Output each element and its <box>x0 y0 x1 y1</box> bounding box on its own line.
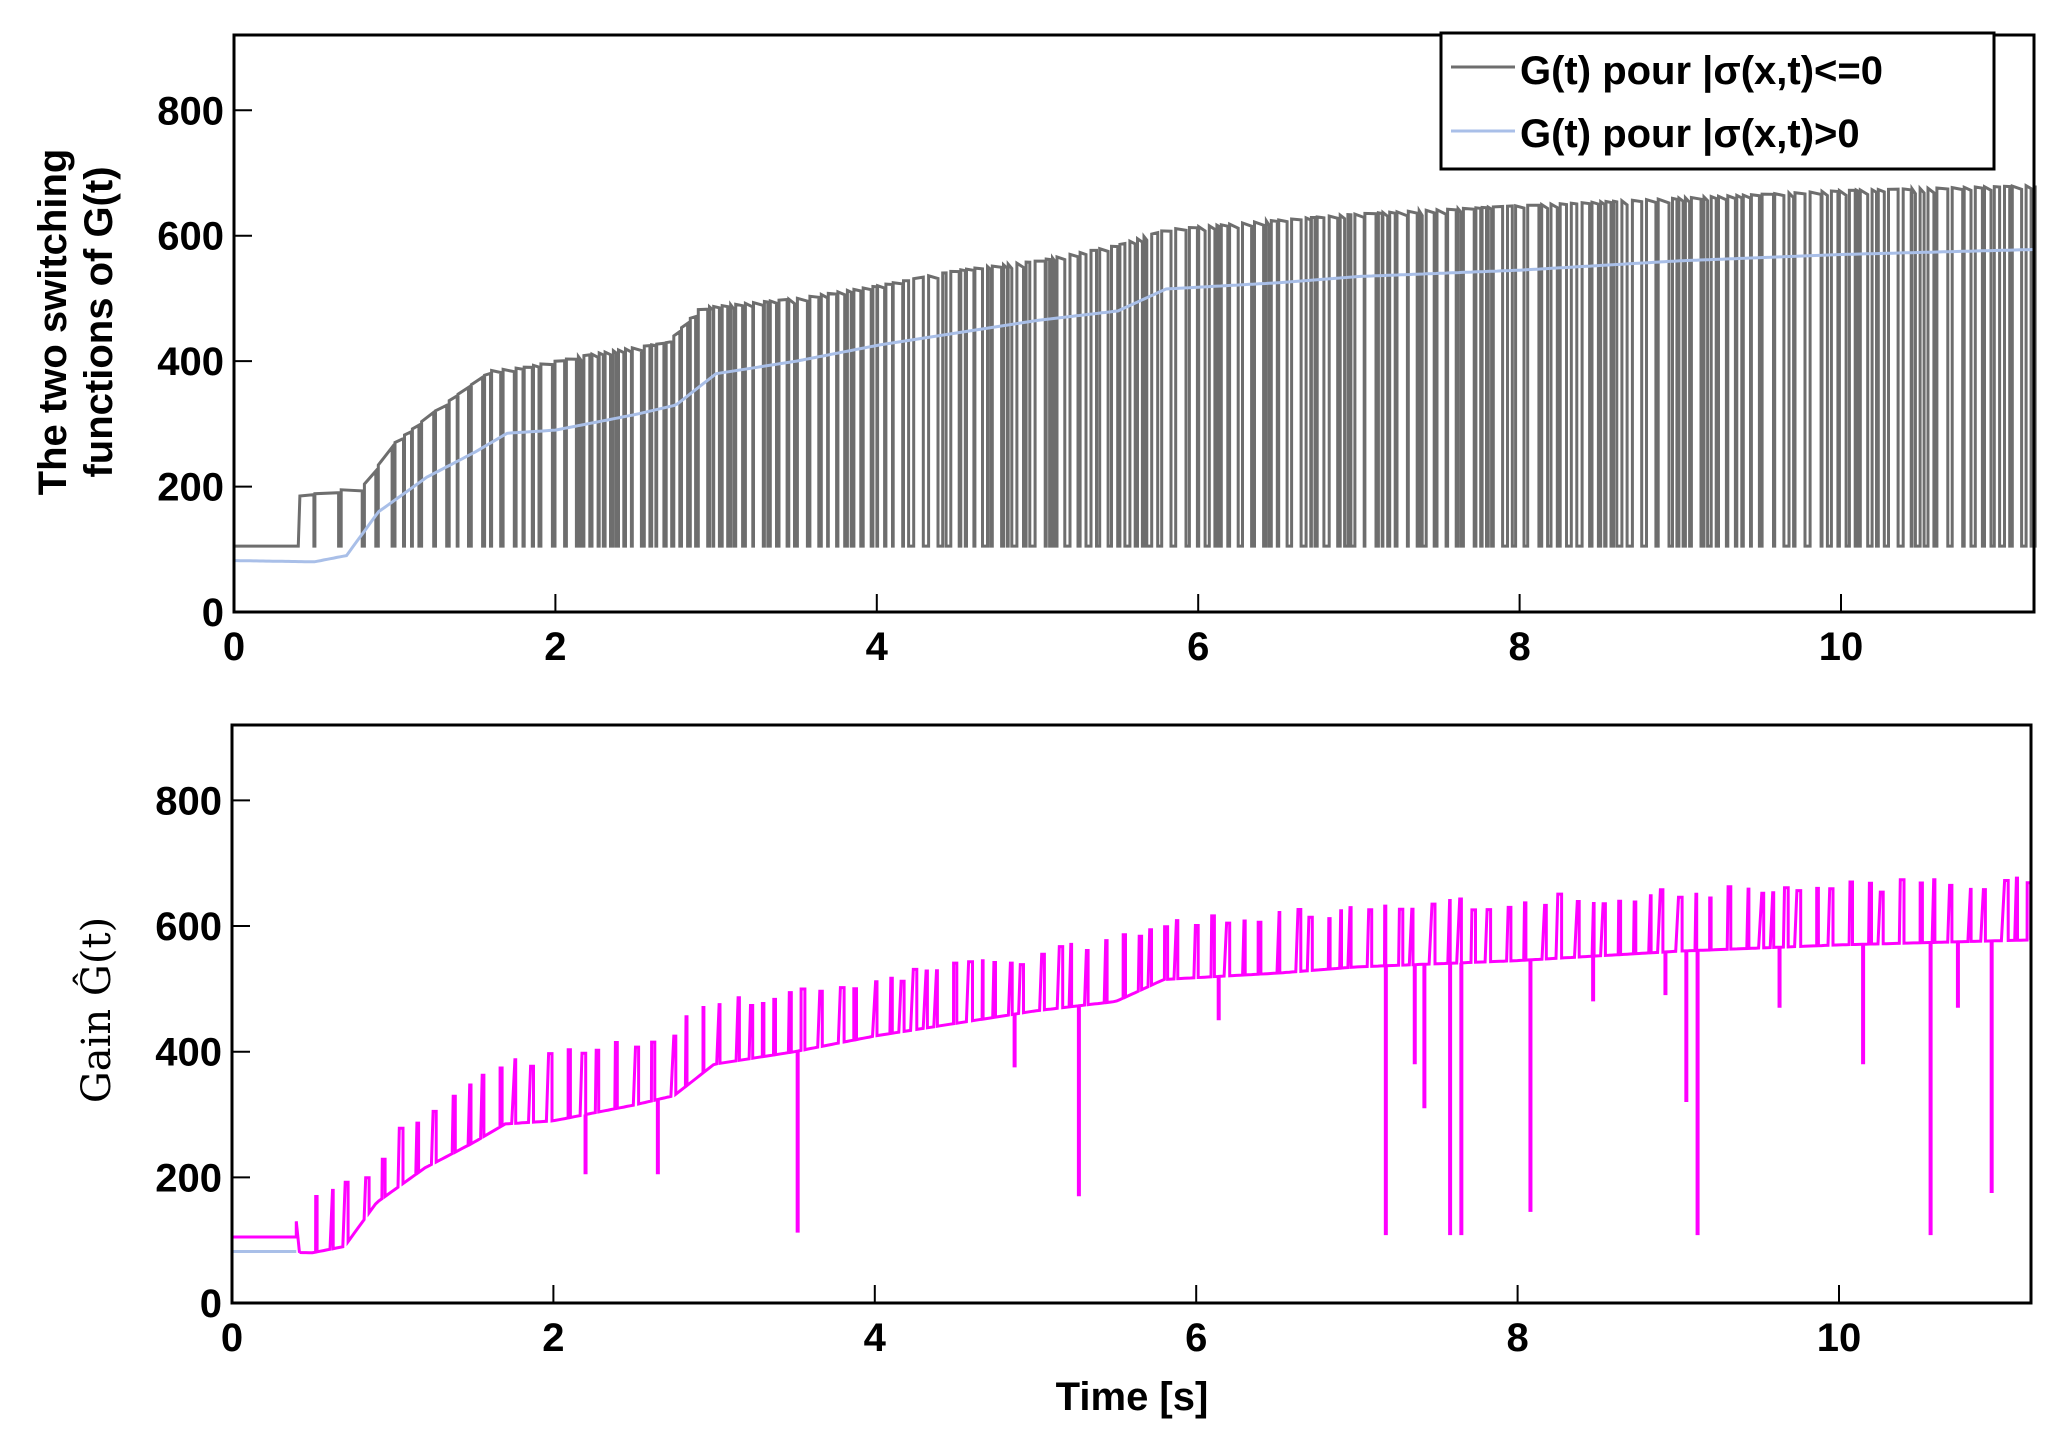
y-tick-label: 0 <box>200 1282 222 1326</box>
x-tick-label: 8 <box>1508 625 1530 669</box>
top-plot-area <box>234 183 2037 564</box>
x-tick-label: 10 <box>1817 1316 1862 1360</box>
series-gain-magenta <box>232 876 2033 1255</box>
x-tick-label: 6 <box>1185 1316 1207 1360</box>
y-tick-label: 600 <box>155 905 222 949</box>
top-ylabel-line-2: functions of G(t) <box>77 166 121 477</box>
series-gray-switching <box>234 183 2037 548</box>
bottom-axes-frame <box>230 723 2033 1305</box>
top-panel: 0 2 4 6 8 10 0 200 400 600 800 The two switching f… <box>31 31 2037 669</box>
legend-box <box>1439 31 1996 171</box>
y-tick-label: 800 <box>155 779 222 823</box>
y-tick-label: 0 <box>202 591 224 635</box>
x-tick-label: 4 <box>864 1316 887 1360</box>
series-blue-line <box>234 248 2034 564</box>
x-tick-label: 6 <box>1187 625 1209 669</box>
top-ylabel-line-1: The two switching <box>31 149 75 496</box>
top-ticks: 0 2 4 6 8 10 0 200 400 600 800 <box>157 89 1863 669</box>
y-tick-label: 200 <box>155 1156 222 1200</box>
x-tick-label: 2 <box>542 1316 564 1360</box>
bottom-ticks: 0 2 4 6 8 10 0 200 400 600 800 <box>155 779 1861 1360</box>
bottom-panel: 0 2 4 6 8 10 0 200 400 600 800 Gain Ĝ(t) Time [s] <box>73 723 2033 1419</box>
bottom-xlabel: Time [s] <box>1056 1375 1209 1419</box>
x-tick-label: 0 <box>221 1316 243 1360</box>
legend-label-1: G(t) pour |σ(x,t)<=0 <box>1520 49 1883 93</box>
x-tick-label: 2 <box>544 625 566 669</box>
x-tick-label: 8 <box>1506 1316 1528 1360</box>
y-tick-label: 800 <box>157 89 224 133</box>
x-tick-label: 4 <box>866 625 889 669</box>
bottom-plot-area <box>232 876 2033 1255</box>
legend: G(t) pour |σ(x,t)<=0 G(t) pour |σ(x,t)>0 <box>1439 31 1996 171</box>
y-tick-label: 200 <box>157 466 224 510</box>
x-tick-label: 0 <box>223 625 245 669</box>
legend-label-2: G(t) pour |σ(x,t)>0 <box>1520 112 1860 156</box>
top-axes-frame <box>232 33 2036 614</box>
top-y-axis-title: The two switching functions of G(t) <box>31 149 121 496</box>
y-tick-label: 600 <box>157 215 224 259</box>
bottom-ylabel: Gain Ĝ(t) <box>73 917 120 1103</box>
y-tick-label: 400 <box>157 340 224 384</box>
x-tick-label: 10 <box>1819 625 1864 669</box>
y-tick-label: 400 <box>155 1031 222 1075</box>
